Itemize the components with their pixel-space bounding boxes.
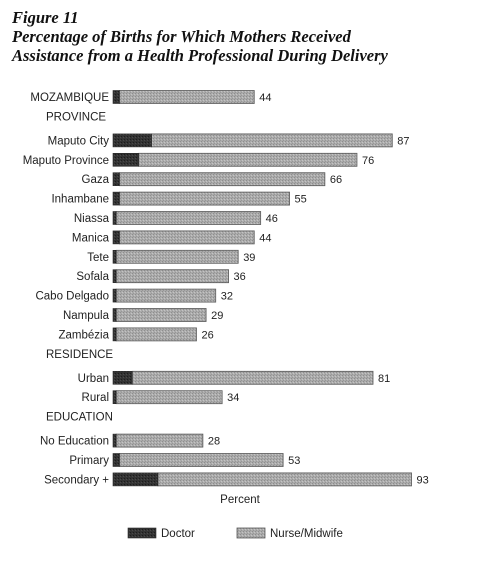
category-label-manica: Manica — [72, 232, 110, 244]
bar-nurse-midwife-gaza — [119, 172, 326, 187]
category-label-no-education: No Education — [40, 436, 109, 448]
category-label-secondary: Secondary + — [44, 474, 109, 486]
category-label-inhambane: Inhambane — [51, 194, 109, 206]
category-label-urban: Urban — [78, 373, 109, 385]
bar-doctor-tete — [112, 250, 117, 264]
bar-doctor-cabo-delgado — [112, 288, 117, 303]
category-label-nampula: Nampula — [63, 310, 110, 322]
bar-nurse-midwife-nampula — [115, 308, 207, 322]
group-header-province: PROVINCE — [46, 111, 106, 123]
value-label-rural: 34 — [227, 392, 239, 404]
value-label-manica: 44 — [259, 232, 271, 244]
value-label-nampula: 29 — [211, 310, 223, 322]
bar-nurse-midwife-cabo-delgado — [115, 288, 217, 303]
value-label-urban: 81 — [378, 373, 390, 385]
bar-doctor-maputo-province — [112, 153, 139, 167]
bar-doctor-rural — [112, 390, 117, 405]
bar-nurse-midwife-secondary — [157, 472, 412, 487]
value-label-tete: 39 — [243, 252, 255, 264]
bar-nurse-midwife-tete — [115, 249, 239, 264]
category-label-mozambique: MOZAMBIQUE — [30, 92, 109, 104]
value-label-secondary: 93 — [417, 474, 429, 486]
group-header-residence: RESIDENCE — [46, 349, 113, 361]
legend-swatch-nurse-midwife — [236, 527, 266, 539]
category-label-primary: Primary — [69, 455, 109, 467]
bar-nurse-midwife-maputo-city — [151, 133, 393, 148]
bar-doctor-zambezia — [112, 327, 117, 342]
category-label-zambezia: Zambézia — [59, 329, 110, 341]
bar-nurse-midwife-zambezia — [115, 327, 197, 342]
bar-doctor-sofala — [112, 269, 117, 284]
bar-doctor-maputo-city — [112, 133, 152, 148]
bar-nurse-midwife-sofala — [115, 269, 229, 284]
bar-nurse-midwife-rural — [115, 390, 223, 405]
figure-label: Figure 11 — [12, 8, 79, 27]
bar-doctor-urban — [112, 370, 133, 385]
bar-nurse-midwife-mozambique — [119, 90, 255, 104]
bar-doctor-no-education — [112, 433, 117, 448]
figure-title-line-2: Assistance from a Health Professional Du… — [12, 46, 388, 65]
value-label-sofala: 36 — [234, 271, 246, 283]
bar-doctor-secondary — [112, 472, 159, 487]
category-label-tete: Tete — [87, 252, 109, 264]
legend-label-nurse-midwife: Nurse/Midwife — [270, 528, 343, 540]
category-label-niassa: Niassa — [74, 213, 110, 225]
value-label-primary: 53 — [288, 455, 300, 467]
value-label-cabo-delgado: 32 — [221, 291, 233, 303]
value-label-zambezia: 26 — [201, 329, 213, 341]
value-label-maputo-city: 87 — [397, 135, 409, 147]
bar-doctor-mozambique — [112, 90, 120, 104]
x-axis-label: Percent — [220, 494, 260, 506]
bar-doctor-niassa — [112, 211, 117, 225]
bar-doctor-gaza — [112, 172, 120, 186]
value-label-mozambique: 44 — [259, 92, 271, 104]
legend-swatch-doctor — [127, 527, 157, 539]
bar-nurse-midwife-niassa — [115, 211, 262, 225]
bar-nurse-midwife-maputo-province — [138, 152, 358, 167]
bar-nurse-midwife-inhambane — [119, 191, 290, 206]
bar-doctor-primary — [112, 453, 120, 467]
group-header-education: EDUCATION — [46, 412, 113, 424]
category-label-sofala: Sofala — [76, 271, 109, 283]
figure-title-line-1: Percentage of Births for Which Mothers R… — [12, 27, 351, 46]
legend-label-doctor: Doctor — [161, 528, 195, 540]
bar-doctor-nampula — [112, 308, 117, 322]
value-label-no-education: 28 — [208, 436, 220, 448]
category-label-gaza: Gaza — [82, 174, 110, 186]
bar-nurse-midwife-no-education — [115, 433, 204, 448]
category-label-rural: Rural — [82, 392, 109, 404]
category-label-maputo-province: Maputo Province — [23, 155, 109, 167]
value-label-maputo-province: 76 — [362, 155, 374, 167]
value-label-niassa: 46 — [266, 213, 278, 225]
bar-doctor-manica — [112, 230, 120, 245]
category-label-cabo-delgado: Cabo Delgado — [35, 291, 109, 303]
value-label-gaza: 66 — [330, 174, 342, 186]
bar-nurse-midwife-manica — [119, 230, 255, 245]
figure-title: Figure 11 Percentage of Births for Which… — [12, 8, 388, 65]
bar-doctor-inhambane — [112, 191, 120, 206]
value-label-inhambane: 55 — [295, 194, 307, 206]
bar-nurse-midwife-urban — [131, 370, 374, 385]
bar-nurse-midwife-primary — [119, 453, 284, 467]
category-label-maputo-city: Maputo City — [48, 135, 110, 147]
